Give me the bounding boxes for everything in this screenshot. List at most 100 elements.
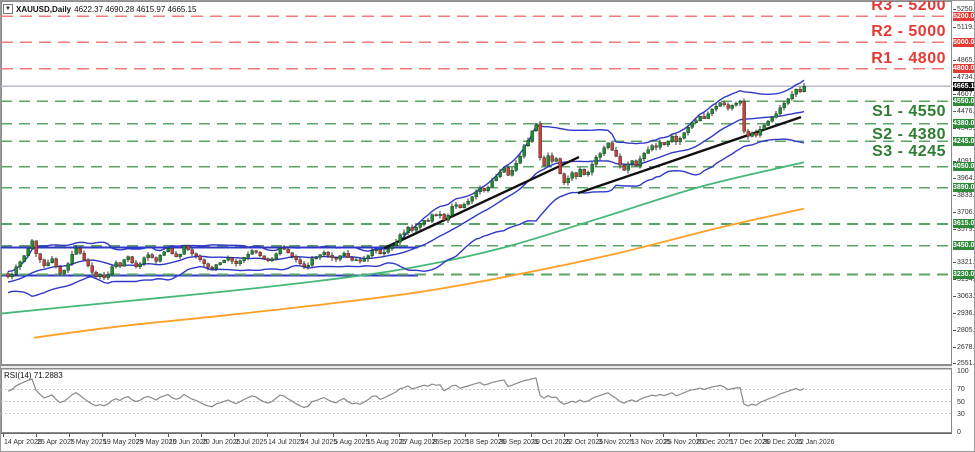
price-chart-panel[interactable]: ▼ XAUUSD,Daily 4622.37 4690.28 4615.97 4… (1, 1, 952, 365)
date-tick-mark (498, 434, 499, 437)
candle-bearish (754, 132, 758, 136)
price-badge-support: 3890.00 (953, 183, 975, 192)
symbol-dropdown-button[interactable]: ▼ (3, 4, 13, 14)
candle-bullish (354, 259, 358, 261)
candle-bullish (602, 147, 606, 154)
date-tick-mark (531, 434, 532, 437)
resistance-label-5200[interactable]: R3 - 5200 (871, 0, 946, 15)
candle-bullish (462, 204, 466, 209)
date-label: 30 Dec 2025 (763, 439, 803, 446)
date-tick-mark (333, 434, 334, 437)
price-tick-mark (953, 229, 956, 230)
price-tick-mark (953, 111, 956, 112)
date-label: 5 Dec 2025 (697, 439, 733, 446)
price-tick-mark (953, 330, 956, 331)
rsi-line (7, 377, 805, 409)
candle-bearish (82, 252, 86, 261)
date-axis[interactable]: 14 Apr 2025 25 Apr 2025 7 May 2025 19 May 2… (1, 433, 952, 451)
candle-bullish (646, 149, 650, 154)
candle-bullish (250, 250, 254, 255)
date-label: 25 Apr 2025 (37, 439, 75, 446)
price-chart-canvas[interactable] (1, 1, 952, 365)
price-tick-label: 4091.65 (957, 158, 974, 165)
candle-bullish (450, 206, 454, 216)
price-panel-border (1, 1, 952, 365)
price-badge-support: 3450.00 (953, 241, 975, 250)
support-label-4550[interactable]: S1 - 4550 (872, 103, 946, 121)
candle-bullish (570, 172, 574, 179)
rsi-panel-border (1, 369, 952, 433)
price-tick-mark (953, 9, 956, 10)
price-badge-support: 4245.00 (953, 137, 975, 146)
candle-bullish (446, 215, 450, 221)
candle-bearish (410, 226, 414, 231)
date-label: 27 Aug 2025 (400, 439, 440, 446)
candle-bearish (334, 257, 338, 260)
date-label: 5 Aug 2025 (334, 439, 370, 446)
candle-bearish (574, 172, 578, 177)
candle-bullish (390, 245, 394, 249)
candle-bullish (438, 214, 442, 216)
candle-bullish (222, 259, 226, 263)
candle-bullish (314, 256, 318, 260)
date-label: 10 Jun 2025 (169, 439, 208, 446)
candle-bullish (678, 138, 682, 143)
candle-bullish (214, 264, 218, 270)
rsi-canvas[interactable] (1, 369, 952, 433)
candle-bullish (66, 263, 70, 271)
candle-bullish (146, 254, 150, 259)
rsi-panel[interactable]: RSI(14) 71.2883 (1, 369, 952, 433)
support-label-4380[interactable]: S2 - 4380 (872, 125, 946, 143)
candle-bearish (54, 258, 58, 267)
candle-bullish (762, 125, 766, 130)
candle-bearish (294, 256, 298, 261)
date-label: 15 Aug 2025 (367, 439, 407, 446)
candle-bullish (342, 252, 346, 257)
candle-bullish (510, 170, 514, 176)
resistance-label-5000[interactable]: R2 - 5000 (871, 23, 946, 41)
candle-bearish (86, 259, 90, 267)
candle-bullish (470, 196, 474, 202)
date-tick-mark (795, 434, 796, 437)
trendline-1[interactable] (383, 156, 580, 250)
price-tick-mark (953, 161, 956, 162)
price-tick-mark (953, 128, 956, 129)
candle-bearish (654, 145, 658, 148)
candle-bullish (46, 262, 50, 266)
candle-bearish (42, 259, 46, 266)
candle-bearish (634, 160, 638, 166)
candle-bullish (278, 247, 282, 255)
candle-bullish (158, 255, 162, 262)
candle-bullish (494, 176, 498, 181)
price-badge-resistance: 5000.00 (953, 38, 975, 47)
price-tick-label: 4734.60 (957, 74, 975, 81)
date-tick-mark (663, 434, 664, 437)
candle-bullish (30, 240, 34, 250)
candle-bearish (130, 256, 134, 264)
price-tick-label: 3964.60 (957, 175, 975, 182)
price-tick-label: 3579.60 (957, 226, 975, 233)
candles-layer (6, 82, 806, 281)
candle-bullish (670, 136, 674, 142)
candle-bearish (442, 214, 446, 221)
bollinger-upper-line (7, 79, 805, 273)
price-tick-label: 2936.65 (957, 310, 975, 317)
candle-bullish (74, 247, 78, 255)
resistance-label-4800[interactable]: R1 - 4800 (871, 49, 946, 67)
candle-bullish (466, 200, 470, 205)
candle-bullish (486, 186, 490, 192)
candle-bullish (422, 220, 426, 224)
candle-bearish (558, 158, 562, 175)
candle-bullish (122, 259, 126, 267)
price-axis[interactable]: 5250.50 5119.60 4865.50 4734.60 4607.55 4476.… (953, 1, 975, 451)
candle-bearish (746, 131, 750, 137)
candle-bearish (174, 253, 178, 257)
price-tick-mark (953, 77, 956, 78)
candle-bearish (198, 255, 202, 261)
candle-bullish (386, 248, 390, 253)
candle-bullish (226, 257, 230, 261)
price-badge-support: 4050.00 (953, 162, 975, 171)
date-tick-mark (36, 434, 37, 437)
support-label-4245[interactable]: S3 - 4245 (872, 143, 946, 161)
candle-bearish (206, 263, 210, 268)
